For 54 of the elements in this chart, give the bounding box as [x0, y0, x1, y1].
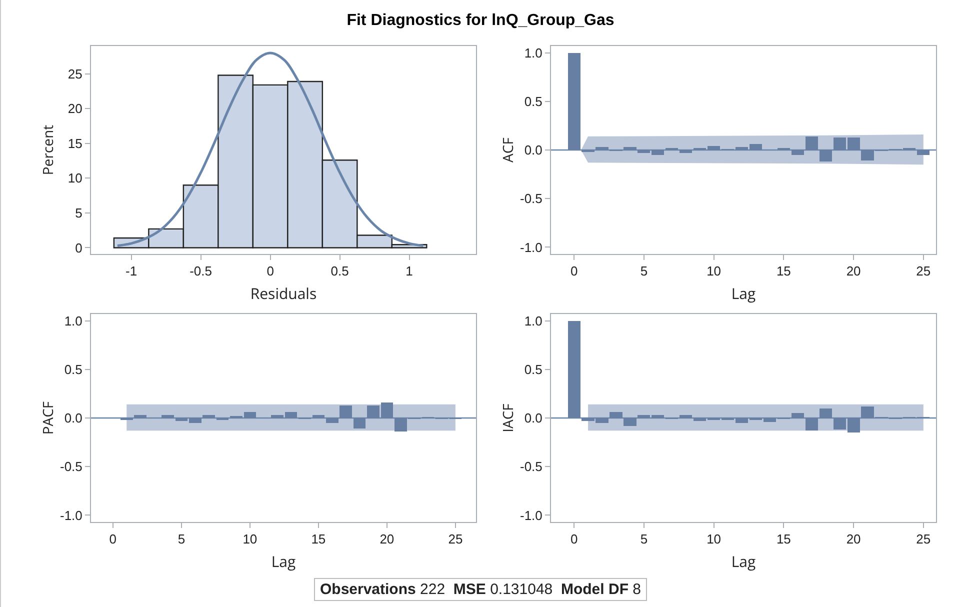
y-axis-title: ACF [499, 138, 518, 162]
x-tick-label: -1 [126, 264, 138, 279]
x-tick-label: 25 [916, 264, 931, 279]
x-tick-label: 20 [380, 532, 394, 547]
x-tick-label: 10 [706, 532, 722, 547]
y-tick-label: 0.0 [524, 410, 542, 426]
x-tick-label: 25 [916, 532, 931, 547]
y-tick-label: 0 [75, 240, 82, 256]
x-tick-label: 0 [109, 532, 117, 547]
statistics-box: Observations 222 MSE 0.131048 Model DF 8 [314, 578, 647, 601]
x-tick-label: 0.5 [330, 264, 349, 279]
x-tick-label: 0 [570, 532, 578, 547]
y-tick-label: -0.5 [60, 459, 82, 474]
y-tick-label: 25 [68, 66, 82, 82]
x-tick-label: 0 [570, 264, 578, 279]
x-tick-label: 10 [706, 264, 722, 279]
x-tick-label: 5 [640, 264, 648, 279]
x-tick-label: 10 [242, 532, 258, 547]
x-tick-label: -0.5 [190, 264, 212, 279]
y-tick-label: -1.0 [520, 508, 542, 523]
x-axis-title: Lag [731, 284, 756, 304]
y-tick-label: 0.0 [64, 410, 82, 426]
y-tick-label: 20 [68, 101, 82, 116]
y-tick-label: 15 [68, 136, 82, 151]
y-axis-title: Percent [39, 124, 58, 176]
y-axis-title: IACF [499, 404, 518, 432]
x-tick-label: 5 [178, 532, 186, 547]
x-axis-title: Lag [271, 552, 296, 572]
y-tick-label: 0.5 [64, 362, 82, 377]
x-tick-label: 25 [448, 532, 463, 547]
x-tick-label: 1 [406, 264, 413, 279]
y-tick-label: -1.0 [60, 508, 82, 523]
y-tick-label: -1.0 [520, 240, 542, 255]
x-axis-title: Residuals [250, 284, 317, 304]
y-tick-label: 1.0 [64, 313, 82, 328]
x-tick-label: 15 [776, 264, 791, 279]
y-tick-label: 0.5 [524, 362, 542, 377]
x-tick-label: 20 [846, 264, 861, 279]
y-tick-label: 0.0 [524, 142, 542, 158]
y-axis-title: PACF [39, 401, 58, 435]
x-tick-label: 20 [846, 532, 861, 547]
x-tick-label: 5 [640, 532, 648, 547]
y-tick-label: -0.5 [520, 459, 542, 474]
y-tick-label: -0.5 [520, 191, 542, 206]
x-tick-label: 0 [266, 264, 274, 279]
y-tick-label: 1.0 [524, 313, 542, 328]
x-tick-label: 15 [776, 532, 791, 547]
chart-title: Fit Diagnostics for lnQ_Group_Gas [346, 12, 616, 30]
x-axis-title: Lag [731, 552, 756, 572]
y-tick-label: 0.5 [524, 94, 542, 109]
y-tick-label: 5 [75, 206, 82, 221]
x-tick-label: 15 [311, 532, 326, 547]
y-tick-label: 1.0 [524, 45, 542, 60]
y-tick-label: 10 [68, 170, 82, 186]
